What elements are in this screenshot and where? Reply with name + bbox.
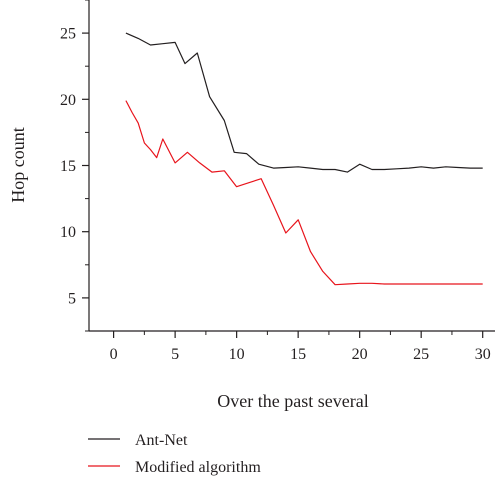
x-axis-label: Over the past several [217,391,368,411]
x-tick-label: 15 [290,346,306,363]
series-line-ant-net [125,32,483,173]
x-tick-label: 0 [110,346,118,363]
y-tick-label: 10 [60,224,76,241]
y-tick-label: 5 [68,290,76,307]
y-axis-label: Hop count [8,127,28,203]
x-tick-label: 5 [171,346,179,363]
series-line-modified-algorithm [125,100,483,286]
y-tick-label: 15 [60,158,76,175]
y-tick-label: 25 [60,26,76,43]
x-tick-label: 25 [413,346,429,363]
x-tick-label: 20 [352,346,368,363]
x-ticks: 0 5 10 15 20 25 30 [110,331,491,363]
series-lines [125,32,483,286]
x-tick-label: 30 [475,346,491,363]
x-tick-label: 10 [229,346,245,363]
y-tick-label: 20 [60,92,76,109]
legend-label-modified-algorithm: Modified algorithm [135,459,261,476]
legend: Ant-Net Modified algorithm [88,432,261,476]
legend-label-ant-net: Ant-Net [135,432,188,449]
y-ticks: 5 10 15 20 25 [60,0,89,332]
